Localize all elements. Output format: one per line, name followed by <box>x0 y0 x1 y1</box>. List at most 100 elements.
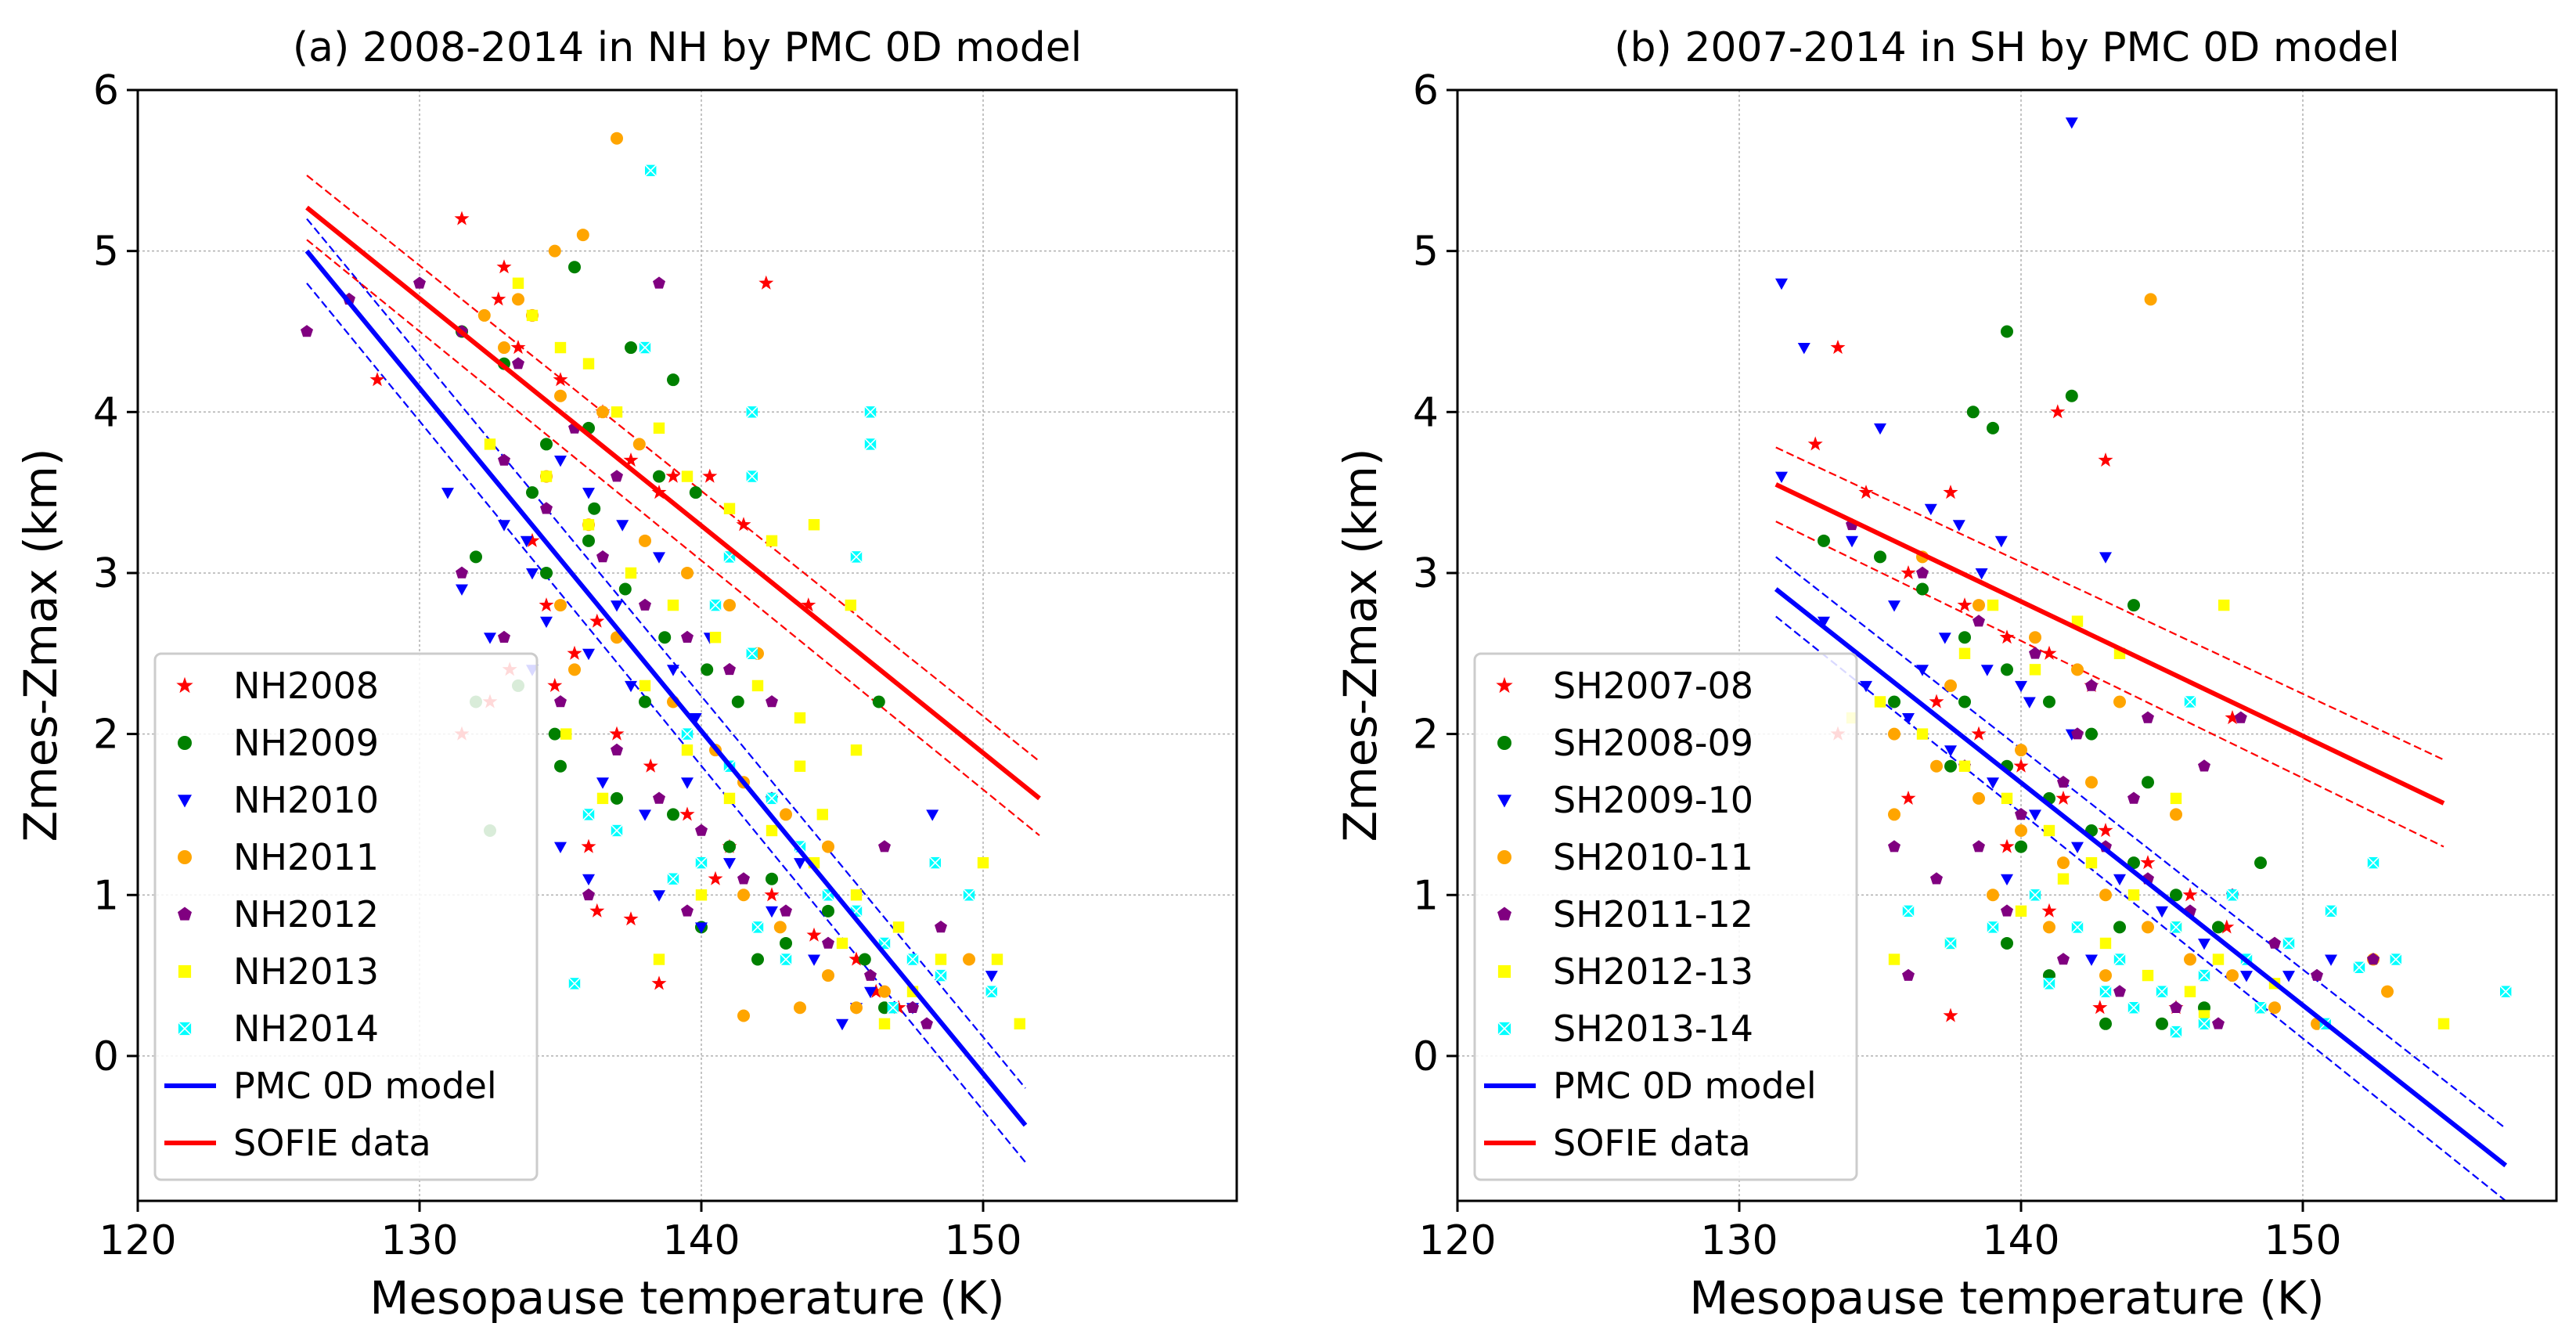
data-point <box>554 759 567 773</box>
marker-cross <box>2282 937 2295 950</box>
legend-label: NH2010 <box>233 779 379 821</box>
data-point <box>498 630 510 643</box>
data-point <box>935 921 947 933</box>
legend-label: SH2008-09 <box>1553 722 1753 764</box>
data-point <box>1916 566 1929 579</box>
data-point <box>2065 117 2078 129</box>
data-point <box>2225 710 2240 725</box>
data-point <box>582 358 595 369</box>
data-point <box>2099 985 2112 998</box>
panel-b-legend-sh2009-10: SH2009-10 <box>1497 779 1753 821</box>
panel-a-x-ticks: 120 130 140 150 <box>99 1201 1022 1264</box>
data-point <box>2113 985 2126 997</box>
data-point <box>2029 647 2041 659</box>
panel-b-title: (b) 2007-2014 in SH by PMC 0D model <box>1614 24 2400 71</box>
data-point <box>2029 664 2041 676</box>
data-point <box>1874 550 1886 564</box>
data-point <box>2170 1026 2182 1038</box>
data-point <box>751 921 764 934</box>
data-point <box>892 921 905 933</box>
data-point <box>568 663 581 676</box>
panel-a-confidence-lines <box>306 175 1040 1163</box>
data-point <box>2240 971 2253 982</box>
data-point <box>2254 1001 2267 1014</box>
panel-b-legend-sh2007-08: SH2007-08 <box>1496 665 1753 707</box>
data-point <box>1987 599 1999 611</box>
data-point <box>512 357 524 369</box>
data-point <box>1958 631 1971 644</box>
legend-label: PMC 0D model <box>233 1065 497 1107</box>
data-point <box>822 969 834 982</box>
marker-cross <box>667 872 679 885</box>
data-point <box>1888 840 1900 853</box>
data-point <box>858 953 871 966</box>
data-point <box>2099 969 2112 982</box>
data-point <box>848 951 864 966</box>
data-point <box>2198 759 2210 772</box>
marker-cross <box>887 1001 899 1014</box>
data-point <box>746 470 758 483</box>
panel-a-y-ticks: 0 1 2 3 4 5 6 <box>93 67 138 1080</box>
data-point <box>596 792 609 805</box>
data-point <box>808 954 820 966</box>
data-point <box>639 534 651 547</box>
panel-a-legend-nh2013: NH2013 <box>178 950 379 993</box>
data-point <box>723 840 736 853</box>
panel-b-confidence-lines <box>1775 446 2506 1201</box>
data-point <box>568 977 581 990</box>
data-point <box>1846 535 1858 548</box>
data-point <box>794 1001 806 1015</box>
data-point <box>963 889 975 902</box>
data-point <box>498 453 510 466</box>
data-point <box>1999 838 2015 853</box>
data-point <box>1980 665 1994 676</box>
legend-marker <box>1497 964 1511 979</box>
data-point <box>1987 921 1999 934</box>
marker-cross <box>2198 1018 2210 1030</box>
panel-a-fit-lines <box>304 205 1041 1127</box>
data-point <box>701 663 714 676</box>
data-point <box>1888 953 1900 965</box>
panel-b-x-tick-label-130: 130 <box>1700 1217 1778 1264</box>
data-point <box>548 244 561 258</box>
data-point <box>746 406 758 419</box>
panel-a-series-nh2014 <box>568 164 998 1014</box>
panel-b-y-tick-label-0: 0 <box>1413 1033 1439 1080</box>
panel-b-y-ticks: 0 1 2 3 4 5 6 <box>1413 67 1457 1080</box>
panel-b-x-tick-label-140: 140 <box>1982 1217 2059 1264</box>
panel-b-pmc-0d-model-upper-bound <box>1775 556 2506 1130</box>
data-point <box>773 921 787 934</box>
data-point <box>2085 679 2098 691</box>
data-point <box>2041 903 2057 917</box>
marker-cross <box>1497 1022 1511 1036</box>
panel-b-legend-sh2008-09: SH2008-09 <box>1497 722 1753 764</box>
panel-a-x-tick-label-130: 130 <box>380 1217 458 1264</box>
data-point <box>780 904 792 917</box>
panel-a-axes-frame <box>136 88 1238 1202</box>
data-point <box>540 566 553 579</box>
data-point <box>667 665 679 676</box>
data-point <box>2055 790 2071 805</box>
data-point <box>2170 889 2182 902</box>
panel-a-pmc-0d-model-fit-line <box>304 249 1028 1127</box>
data-point <box>2001 874 2013 886</box>
data-point <box>498 341 510 355</box>
panel-b: 120 130 140 150 0 1 2 3 4 5 6 (b) 2007-2014 in SH… <box>1334 24 2558 1325</box>
data-point <box>746 647 758 660</box>
data-point <box>926 809 939 821</box>
data-point <box>1973 840 1985 853</box>
data-point <box>548 727 561 741</box>
data-point <box>540 616 553 629</box>
data-point <box>1924 503 1937 516</box>
panel-a-pmc-0d-model-upper-bound <box>306 218 1026 1089</box>
data-point <box>1860 680 1872 693</box>
data-point <box>731 695 744 708</box>
data-point <box>1916 665 1929 676</box>
data-point <box>540 438 553 451</box>
data-point <box>554 341 567 354</box>
panel-a-pmc-0d-model-lower-bound <box>306 283 1026 1163</box>
data-point <box>822 904 834 917</box>
data-point <box>540 502 553 514</box>
data-point <box>553 372 568 387</box>
